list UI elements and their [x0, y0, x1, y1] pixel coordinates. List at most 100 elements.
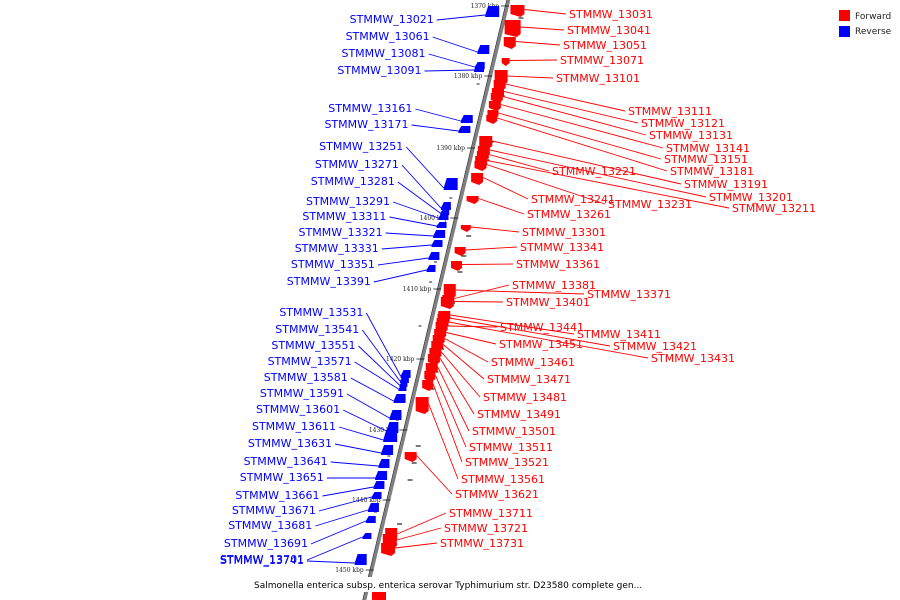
reverse-gene-feature[interactable] [393, 394, 406, 403]
reverse-gene-label[interactable]: STMMW_13351 [291, 258, 375, 271]
forward-gene-feature[interactable] [427, 354, 440, 365]
reverse-gene-label[interactable]: STMMW_13531 [279, 306, 363, 319]
forward-gene-label[interactable]: STMMW_13211 [732, 202, 816, 215]
forward-gene-label[interactable]: STMMW_13051 [563, 39, 647, 52]
forward-gene-feature[interactable] [486, 115, 498, 124]
reverse-gene-label[interactable]: STMMW_13631 [248, 437, 332, 450]
reverse-gene-feature[interactable] [431, 240, 443, 247]
reverse-gene-label[interactable]: STMMW_13661 [235, 489, 319, 502]
forward-gene-label[interactable]: STMMW_13301 [522, 226, 606, 239]
reverse-gene-label[interactable]: STMMW_13281 [311, 175, 395, 188]
reverse-gene-label[interactable]: STMMW_13251 [319, 140, 403, 153]
forward-gene-label[interactable]: STMMW_13481 [483, 391, 567, 404]
forward-gene-label[interactable]: STMMW_13451 [499, 338, 583, 351]
forward-gene-feature[interactable] [471, 173, 484, 185]
reverse-gene-feature[interactable] [438, 213, 449, 220]
reverse-gene-label[interactable]: STMMW_13571 [268, 355, 352, 368]
reverse-gene-label[interactable]: STMMW_13081 [341, 47, 425, 60]
forward-gene-label[interactable]: STMMW_13461 [491, 356, 575, 369]
reverse-gene-feature[interactable] [398, 385, 407, 391]
forward-gene-label[interactable]: STMMW_13241 [531, 193, 615, 206]
reverse-gene-feature[interactable] [365, 516, 376, 523]
forward-gene-feature[interactable] [466, 196, 479, 204]
reverse-gene-label[interactable]: STMMW_13551 [271, 339, 355, 352]
reverse-gene-label[interactable]: STMMW_13691 [224, 537, 308, 550]
forward-gene-label[interactable]: STMMW_13511 [469, 441, 553, 454]
forward-gene-feature[interactable] [422, 380, 434, 391]
forward-gene-label[interactable]: STMMW_13261 [527, 208, 611, 221]
forward-gene-label[interactable]: STMMW_13621 [455, 488, 539, 501]
reverse-gene-feature[interactable] [378, 459, 390, 468]
reverse-gene-label[interactable]: STMMW_13611 [252, 420, 336, 433]
forward-gene-label[interactable]: STMMW_13441 [500, 321, 584, 334]
forward-gene-label[interactable]: STMMW_13111 [628, 105, 712, 118]
reverse-gene-label[interactable]: STMMW_13391 [287, 275, 371, 288]
forward-gene-label[interactable]: STMMW_13341 [520, 241, 604, 254]
forward-gene-feature[interactable] [404, 452, 417, 462]
reverse-gene-feature[interactable] [426, 265, 436, 272]
forward-gene-label[interactable]: STMMW_13731 [440, 537, 524, 550]
reverse-gene-feature[interactable] [362, 533, 372, 539]
forward-gene-feature[interactable] [415, 397, 429, 414]
forward-gene-label[interactable]: STMMW_13431 [651, 352, 735, 365]
reverse-gene-label[interactable]: STMMW_13311 [302, 210, 386, 223]
forward-gene-feature[interactable] [474, 161, 487, 171]
reverse-gene-label[interactable]: STMMW_13331 [295, 242, 379, 255]
forward-gene-label[interactable]: STMMW_13141 [666, 142, 750, 155]
reverse-gene-feature[interactable] [458, 126, 471, 133]
reverse-gene-feature[interactable] [436, 222, 447, 228]
reverse-gene-label[interactable]: STMMW_13581 [264, 371, 348, 384]
forward-gene-label[interactable]: STMMW_13401 [506, 296, 590, 309]
reverse-gene-feature[interactable] [383, 430, 398, 442]
forward-gene-feature[interactable] [503, 37, 516, 49]
forward-gene-label[interactable]: STMMW_13501 [472, 425, 556, 438]
reverse-gene-feature[interactable] [485, 6, 500, 17]
forward-gene-feature[interactable] [460, 225, 471, 232]
forward-gene-feature[interactable] [488, 101, 501, 111]
forward-gene-label[interactable]: STMMW_13561 [461, 473, 545, 486]
forward-gene-label[interactable]: STMMW_13191 [684, 178, 768, 191]
reverse-gene-feature[interactable] [367, 503, 379, 512]
forward-gene-label[interactable]: STMMW_13721 [444, 522, 528, 535]
forward-gene-label[interactable]: STMMW_13131 [649, 129, 733, 142]
forward-gene-label[interactable]: STMMW_13421 [613, 340, 697, 353]
forward-gene-label[interactable]: STMMW_13221 [552, 165, 636, 178]
reverse-gene-feature[interactable] [389, 410, 402, 420]
reverse-gene-label[interactable]: STMMW_13681 [228, 519, 312, 532]
forward-gene-feature[interactable] [440, 297, 454, 309]
forward-gene-label[interactable]: STMMW_13471 [487, 373, 571, 386]
forward-gene-feature[interactable] [510, 5, 525, 17]
reverse-gene-label[interactable]: STMMW_13651 [240, 471, 324, 484]
forward-gene-label[interactable]: STMMW_13411 [577, 328, 661, 341]
forward-gene-label[interactable]: STMMW_13041 [567, 24, 651, 37]
reverse-gene-feature[interactable] [373, 481, 385, 489]
reverse-gene-feature[interactable] [460, 115, 473, 123]
forward-gene-feature[interactable] [372, 592, 386, 600]
forward-gene-feature[interactable] [501, 58, 510, 66]
reverse-gene-label[interactable]: STMMW_13061 [346, 30, 430, 43]
reverse-gene-label[interactable]: STMMW_13291 [306, 195, 390, 208]
forward-gene-feature[interactable] [476, 151, 489, 161]
forward-gene-label[interactable]: STMMW_13231 [608, 198, 692, 211]
reverse-gene-label[interactable]: STMMW_13671 [232, 504, 316, 517]
forward-gene-feature[interactable] [454, 247, 466, 256]
reverse-gene-label[interactable]: STMMW_13271 [315, 158, 399, 171]
reverse-gene-feature[interactable] [428, 252, 440, 260]
forward-gene-feature[interactable] [450, 261, 462, 271]
forward-gene-label[interactable]: STMMW_13031 [569, 8, 653, 21]
forward-gene-feature[interactable] [381, 543, 396, 556]
forward-gene-label[interactable]: STMMW_13121 [641, 117, 725, 130]
forward-gene-label[interactable]: STMMW_13071 [560, 54, 644, 67]
reverse-gene-feature[interactable] [443, 178, 458, 190]
reverse-gene-feature[interactable] [433, 230, 446, 238]
forward-gene-label[interactable]: STMMW_13101 [556, 72, 640, 85]
reverse-gene-label[interactable]: STMMW_13591 [260, 387, 344, 400]
forward-gene-label[interactable]: STMMW_13371 [587, 288, 671, 301]
reverse-gene-label[interactable]: STMMW_13161 [328, 102, 412, 115]
reverse-gene-label[interactable]: STMMW_13701 [220, 553, 304, 566]
forward-gene-label[interactable]: STMMW_13361 [516, 258, 600, 271]
reverse-gene-label[interactable]: STMMW_13021 [350, 13, 434, 26]
forward-gene-feature[interactable] [504, 20, 521, 37]
forward-gene-label[interactable]: STMMW_13521 [465, 456, 549, 469]
reverse-gene-label[interactable]: STMMW_13171 [324, 118, 408, 131]
